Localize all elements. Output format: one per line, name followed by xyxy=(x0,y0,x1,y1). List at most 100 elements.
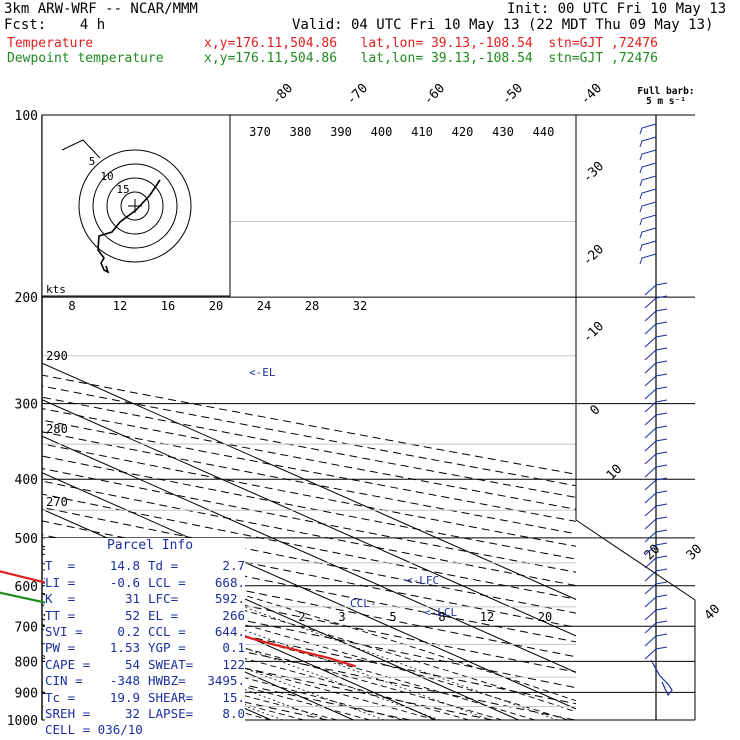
moist-adiabat xyxy=(42,624,404,720)
wind-barb xyxy=(644,399,668,413)
hodograph-speed-label: 16 xyxy=(161,299,175,313)
wind-barb xyxy=(639,136,657,148)
wind-barb xyxy=(639,123,657,135)
theta-label: 440 xyxy=(533,125,555,139)
parcel-info-title: Parcel Info xyxy=(106,538,194,553)
mixing-ratio-label: 3 xyxy=(338,610,345,624)
level-annotation-lfc: <-LFC xyxy=(406,574,439,587)
hodograph-storm-vector xyxy=(61,139,101,159)
parcel-param-value: 32 xyxy=(124,706,140,722)
theta-label: 420 xyxy=(452,125,474,139)
wind-barb xyxy=(644,308,668,322)
hodograph-ring xyxy=(120,191,150,221)
wind-barb xyxy=(644,451,668,465)
wind-barb xyxy=(644,646,668,660)
parcel-param-value: 19.9 xyxy=(109,689,140,705)
pressure-tick-label: 600 xyxy=(15,580,38,595)
forecast-hour: Fcst: 4 h xyxy=(4,17,106,33)
parcel-param-label: K = xyxy=(45,591,76,607)
chart-grid xyxy=(41,114,696,721)
isotherm xyxy=(42,508,519,720)
hodograph-ring-label: 15 xyxy=(116,183,129,196)
parcel-param-value: 122 xyxy=(222,656,245,672)
wind-barb xyxy=(644,568,668,582)
hodograph-trace xyxy=(97,179,161,274)
wind-barb-surface xyxy=(650,659,673,697)
hodograph-rings xyxy=(78,149,192,263)
parcel-param-label: SHEAR= xyxy=(148,689,194,705)
wind-barb xyxy=(644,542,668,556)
model-title: 3km ARW-WRF -- NCAR/MMM xyxy=(4,1,198,17)
wind-barb xyxy=(639,175,657,187)
parcel-param-label: LCL = xyxy=(148,574,186,590)
wind-barb xyxy=(644,282,668,296)
wind-barb xyxy=(644,295,668,309)
parcel-info-row: PW = 1.53 YGP = 0.1 xyxy=(45,640,245,656)
parcel-param-label: SREH = xyxy=(45,706,91,722)
wind-barb xyxy=(639,240,657,252)
wind-barbs xyxy=(639,123,673,697)
parcel-param-label: SVI = xyxy=(45,624,83,640)
wind-barb xyxy=(644,360,668,374)
isotherm-label: -20 xyxy=(580,242,607,269)
hodograph-speed-label: 32 xyxy=(353,299,367,313)
parcel-param-label: CIN = xyxy=(45,673,83,689)
wind-barb xyxy=(639,149,657,161)
parcel-param-label: SWEAT= xyxy=(148,656,194,672)
parcel-param-value: 52 xyxy=(124,607,140,623)
wind-barb xyxy=(644,607,668,621)
isotherm xyxy=(42,618,272,720)
theta-left-label: 280 xyxy=(46,422,68,436)
moist-adiabat xyxy=(42,614,437,720)
mixing-ratio-line xyxy=(42,613,327,720)
hodograph-speed-label: 28 xyxy=(305,299,319,313)
parcel-param-value: 668. xyxy=(214,574,245,590)
parcel-param-value: 54 xyxy=(124,656,140,672)
parcel-info-panel: Parcel Info T = 14.8 Td = 2.7 LI = -0.6 LCL = 6… xyxy=(45,538,245,739)
isotherm xyxy=(42,472,576,710)
theta-label: 410 xyxy=(411,125,433,139)
wind-barb xyxy=(644,581,668,595)
wind-barb xyxy=(639,214,657,226)
parcel-param-value: 2.7 xyxy=(222,558,245,574)
pressure-tick-label: 300 xyxy=(15,398,38,413)
parcel-param-value: 14.8 xyxy=(109,558,140,574)
wind-barb xyxy=(644,633,668,647)
mixing-ratio-label: 20 xyxy=(538,610,552,624)
parcel-param-label: CAPE = xyxy=(45,656,91,672)
isotherm-label: -50 xyxy=(499,81,526,108)
parcel-info-row: SVI = 0.2 CCL = 644. xyxy=(45,624,245,640)
mixing-ratio-label: 2 xyxy=(298,610,305,624)
parcel-param-value: 15. xyxy=(222,689,245,705)
isotherm-label: -30 xyxy=(580,159,607,186)
hodograph-speed-label: 24 xyxy=(257,299,271,313)
parcel-info-row: LI = -0.6 LCL = 668. xyxy=(45,575,245,591)
parcel-param-label: TT = xyxy=(45,607,76,623)
parcel-param-value: 266 xyxy=(222,607,245,623)
pressure-tick-label: 100 xyxy=(15,109,38,124)
pressure-tick-label: 400 xyxy=(15,473,38,488)
wind-barb xyxy=(639,227,657,239)
isotherm-label: 40 xyxy=(702,602,724,624)
level-annotation-lcl: <-LCL xyxy=(424,606,457,619)
parcel-info-cell: CELL = 036/10 xyxy=(45,722,245,738)
parcel-info-row: CIN = -348 HWBZ= 3495. xyxy=(45,673,245,689)
isotherm xyxy=(42,399,576,637)
hodograph-ring-label: 10 xyxy=(100,170,113,183)
theta-label: 390 xyxy=(330,125,352,139)
mixing-ratio-label: 5 xyxy=(389,610,396,624)
isotherm-label: 0 xyxy=(587,402,603,418)
parcel-param-label: Td = xyxy=(148,558,179,574)
hodograph-speed-unit: kts xyxy=(46,283,66,296)
parcel-param-label: Tc = xyxy=(45,689,76,705)
parcel-param-value: 1.53 xyxy=(109,640,140,656)
wind-barb xyxy=(644,490,668,504)
parcel-param-value: 8.0 xyxy=(222,706,245,722)
isotherm-label: -60 xyxy=(421,81,448,108)
isotherm xyxy=(42,435,576,673)
parcel-param-label: EL = xyxy=(148,607,179,623)
parcel-param-label: LAPSE= xyxy=(148,706,194,722)
valid-time: Valid: 04 UTC Fri 10 May 13 (22 MDT Thu … xyxy=(292,17,714,33)
parcel-param-label: T = xyxy=(45,558,76,574)
